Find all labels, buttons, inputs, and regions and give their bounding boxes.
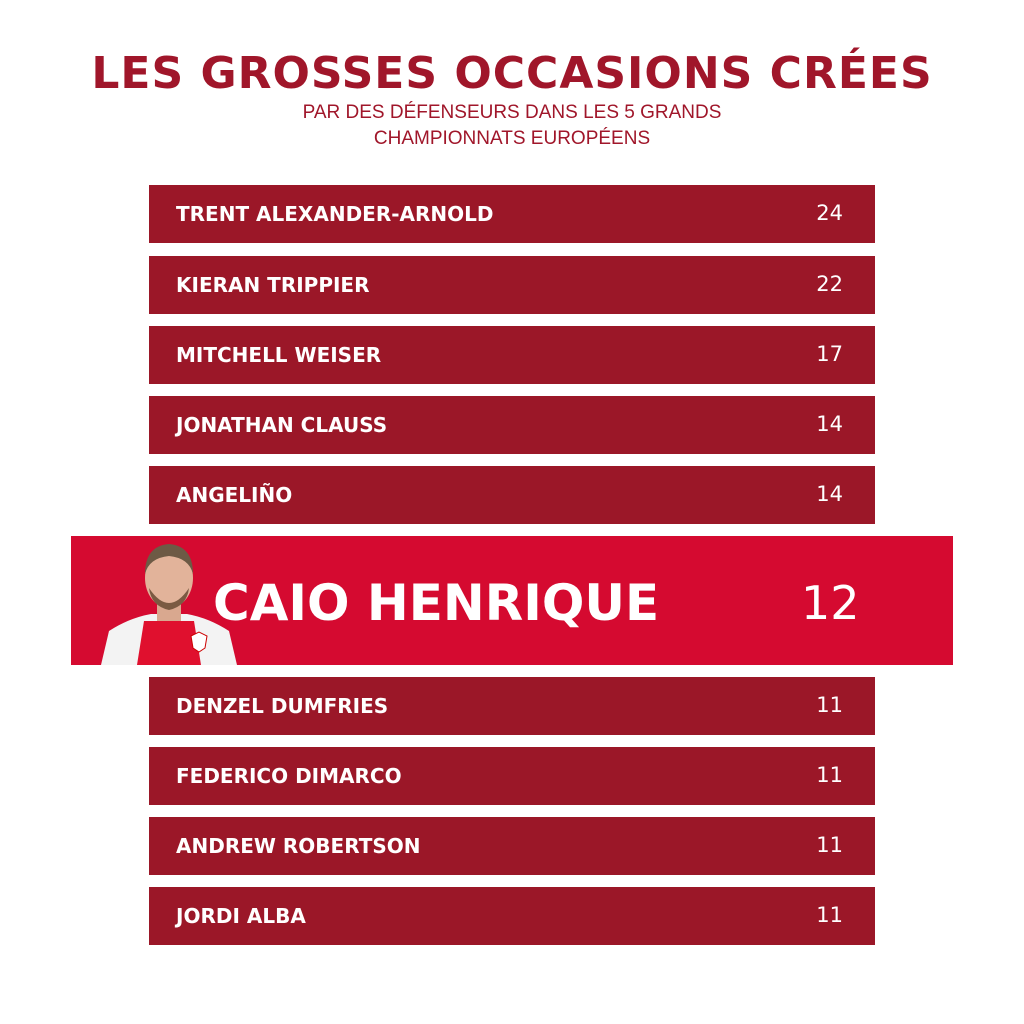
player-name: DENZEL DUMFRIES <box>176 694 389 718</box>
player-value: 14 <box>816 482 843 506</box>
player-value: 11 <box>816 693 843 717</box>
player-value: 11 <box>816 763 843 787</box>
player-name: KIERAN TRIPPIER <box>176 273 370 297</box>
player-value: 12 <box>801 576 860 630</box>
ranking-row: DENZEL DUMFRIES 11 <box>149 677 875 735</box>
subtitle: PAR DES DÉFENSEURS DANS LES 5 GRANDS CHA… <box>0 100 1024 152</box>
ranking-row: ANDREW ROBERTSON 11 <box>149 817 875 875</box>
ranking-row: KIERAN TRIPPIER 22 <box>149 256 875 314</box>
player-name: CAIO HENRIQUE <box>213 574 660 632</box>
player-value: 11 <box>816 903 843 927</box>
player-value: 11 <box>816 833 843 857</box>
player-name: JONATHAN CLAUSS <box>176 413 388 437</box>
player-value: 22 <box>816 272 843 296</box>
player-value: 24 <box>816 201 843 225</box>
subtitle-line-2: CHAMPIONNATS EUROPÉENS <box>373 128 651 149</box>
highlighted-row: CAIO HENRIQUE 12 <box>71 536 953 665</box>
ranking-row: TRENT ALEXANDER-ARNOLD 24 <box>149 185 875 243</box>
ranking-row: FEDERICO DIMARCO 11 <box>149 747 875 805</box>
player-photo <box>101 544 237 665</box>
player-name: TRENT ALEXANDER-ARNOLD <box>176 202 494 226</box>
player-value: 17 <box>816 342 843 366</box>
ranking-row: ANGELIÑO 14 <box>149 466 875 524</box>
player-name: ANGELIÑO <box>176 483 293 507</box>
player-name: JORDI ALBA <box>176 904 306 928</box>
player-name: ANDREW ROBERTSON <box>176 834 421 858</box>
player-name: FEDERICO DIMARCO <box>176 764 402 788</box>
player-value: 14 <box>816 412 843 436</box>
page-title: LES GROSSES OCCASIONS CRÉES <box>91 48 933 99</box>
ranking-row: JONATHAN CLAUSS 14 <box>149 396 875 454</box>
ranking-row: JORDI ALBA 11 <box>149 887 875 945</box>
player-name: MITCHELL WEISER <box>176 343 382 367</box>
subtitle-line-1: PAR DES DÉFENSEURS DANS LES 5 GRANDS <box>302 102 722 123</box>
ranking-row: MITCHELL WEISER 17 <box>149 326 875 384</box>
